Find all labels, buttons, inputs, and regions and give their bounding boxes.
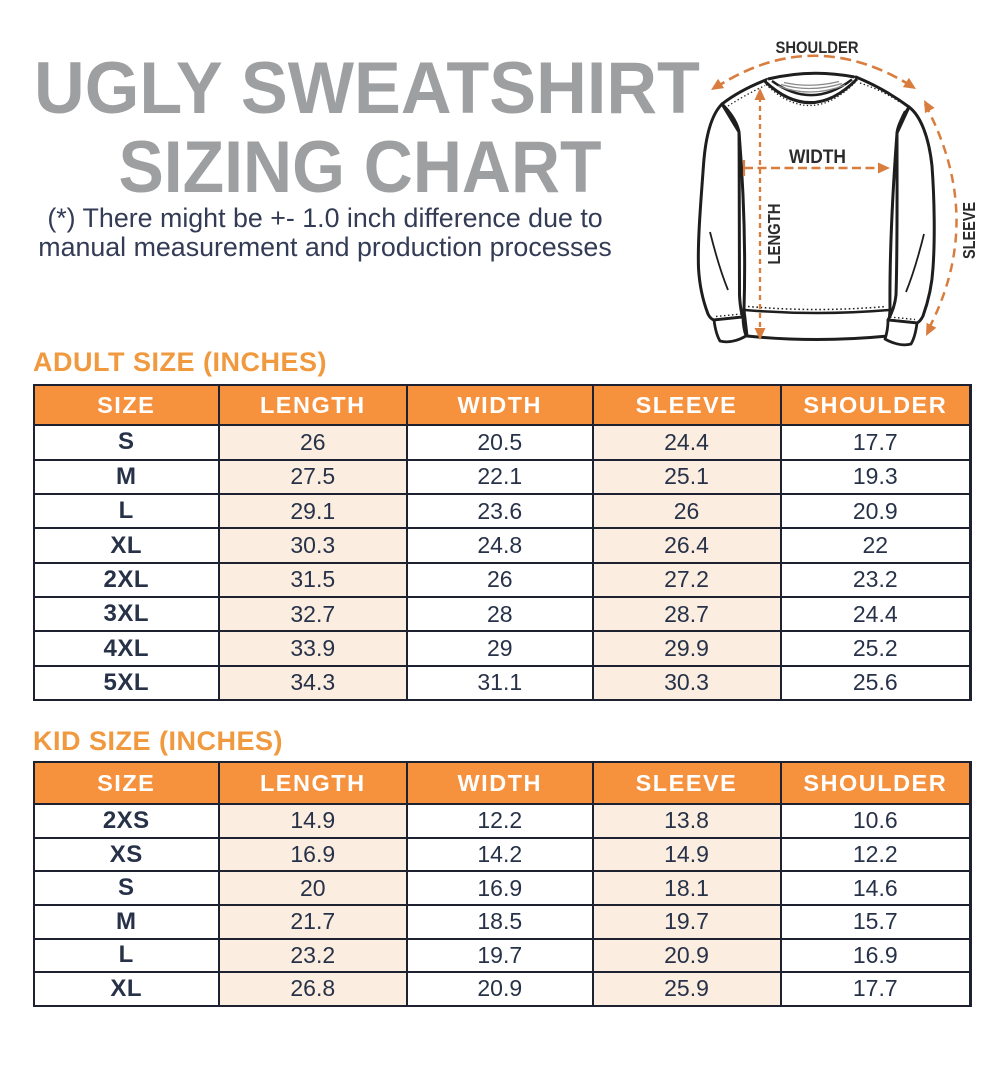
svg-text:WIDTH: WIDTH [789,146,846,168]
svg-text:SLEEVE: SLEEVE [959,202,979,259]
svg-text:SHOULDER: SHOULDER [776,39,859,57]
svg-text:LENGTH: LENGTH [764,204,784,265]
